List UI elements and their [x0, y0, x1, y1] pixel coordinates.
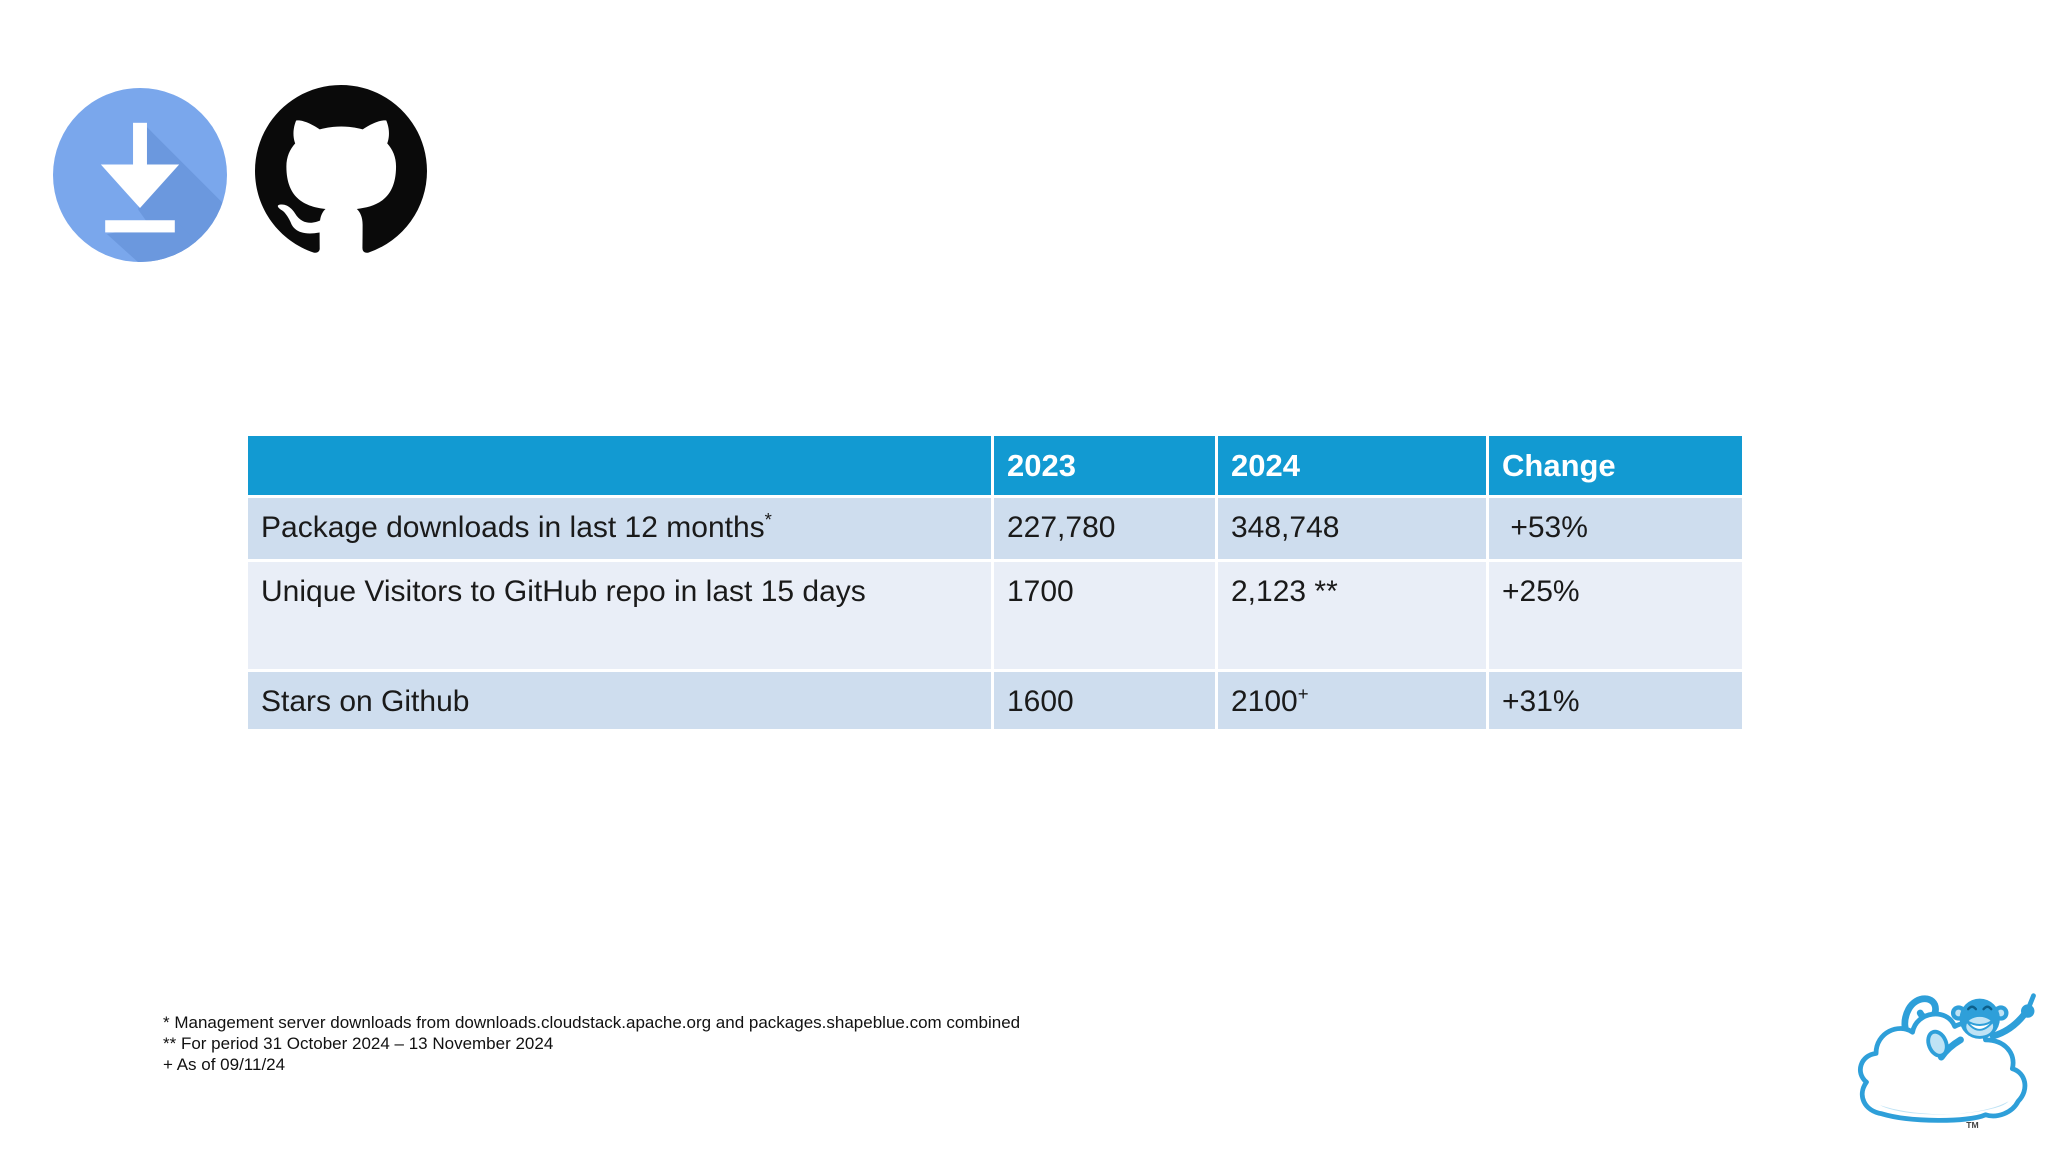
row-stars-2023: 1600 — [994, 672, 1215, 729]
github-logo-svg — [255, 85, 427, 253]
table-header-blank — [248, 436, 991, 495]
cloudstack-monkey-logo-svg: TM — [1857, 993, 2036, 1130]
footnote-downloads: * Management server downloads from downl… — [163, 1013, 1021, 1032]
row-downloads-label-sup: * — [764, 509, 772, 530]
row-stars-label: Stars on Github — [248, 672, 991, 729]
row-visitors-2024-text: 2,123 ** — [1231, 575, 1338, 608]
download-icon-svg — [53, 88, 227, 262]
logo-trademark: TM — [1966, 1120, 1978, 1130]
footnotes: * Management server downloads from downl… — [163, 1012, 1020, 1075]
row-stars-2024: 2100+ — [1218, 672, 1486, 729]
row-downloads-2023: 227,780 — [994, 498, 1215, 559]
table-header-2024: 2024 — [1218, 436, 1486, 495]
table-header-change: Change — [1489, 436, 1742, 495]
row-visitors-label: Unique Visitors to GitHub repo in last 1… — [248, 562, 991, 669]
row-downloads-2024-text: 348,748 — [1231, 511, 1340, 544]
row-stars-2024-text: 2100 — [1231, 685, 1298, 718]
row-downloads-label: Package downloads in last 12 months* — [248, 498, 991, 559]
row-downloads-label-text: Package downloads in last 12 months — [261, 511, 765, 544]
row-visitors-2023: 1700 — [994, 562, 1215, 669]
row-downloads-2024: 348,748 — [1218, 498, 1486, 559]
footnote-period: ** For period 31 October 2024 – 13 Novem… — [163, 1034, 554, 1053]
footnote-asof: + As of 09/11/24 — [163, 1055, 286, 1074]
row-visitors-2024: 2,123 ** — [1218, 562, 1486, 669]
table-header-2023: 2023 — [994, 436, 1215, 495]
row-stars-change: +31% — [1489, 672, 1742, 729]
row-stars-label-text: Stars on Github — [261, 685, 470, 718]
row-downloads-change: +53% — [1489, 498, 1742, 559]
row-stars-2024-sup: + — [1297, 683, 1309, 704]
cloudstack-monkey-logo: TM — [1853, 983, 2045, 1139]
github-logo-icon — [255, 85, 427, 257]
stats-table: 2023 2024 Change Package downloads in la… — [248, 436, 1742, 729]
download-icon — [53, 88, 227, 262]
row-visitors-change: +25% — [1489, 562, 1742, 669]
row-visitors-label-text: Unique Visitors to GitHub repo in last 1… — [261, 575, 866, 608]
